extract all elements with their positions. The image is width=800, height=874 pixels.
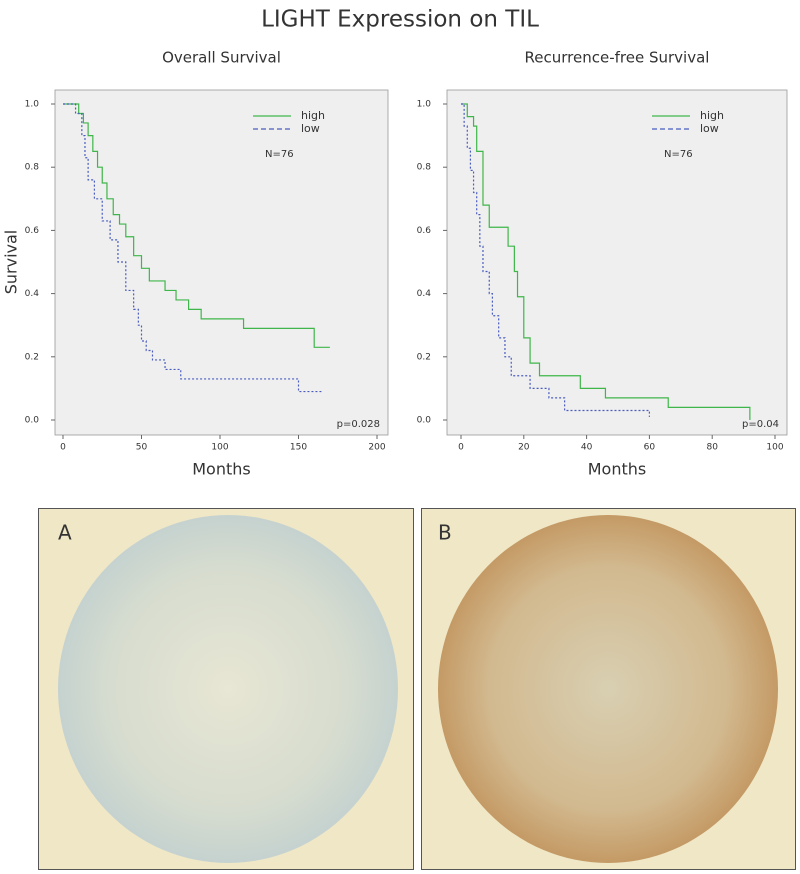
p-annotation: p=0.04 xyxy=(742,419,779,430)
x-tick-label: 80 xyxy=(706,443,718,453)
x-tick-label: 60 xyxy=(644,443,656,453)
y-axis-label: Survival xyxy=(2,230,21,295)
panel-a: A xyxy=(38,508,414,870)
x-tick-label: 150 xyxy=(290,443,307,453)
y-tick-label: 0.8 xyxy=(25,163,40,173)
x-axis-label: Months xyxy=(588,460,646,479)
x-tick-label: 100 xyxy=(766,443,783,453)
tissue-core xyxy=(58,515,398,863)
x-tick-label: 0 xyxy=(60,443,66,453)
survival-curve xyxy=(63,103,323,393)
survival-curve xyxy=(461,103,650,417)
y-tick-label: 0.2 xyxy=(417,352,431,362)
plot-area xyxy=(54,89,389,436)
panel-label: A xyxy=(58,521,72,545)
tissue-core xyxy=(438,515,778,863)
legend-label: high xyxy=(301,109,325,122)
chart-title: Recurrence-free Survival xyxy=(525,49,710,67)
legend-label: high xyxy=(700,109,724,122)
p-annotation: p=0.028 xyxy=(337,419,380,430)
n-annotation: N=76 xyxy=(664,149,693,160)
y-tick-label: 0.4 xyxy=(25,289,40,299)
y-tick-label: 0.0 xyxy=(25,416,40,426)
x-tick-label: 20 xyxy=(518,443,530,453)
y-tick-label: 0.8 xyxy=(417,163,432,173)
y-tick-label: 0.2 xyxy=(25,352,39,362)
x-tick-label: 0 xyxy=(458,443,464,453)
x-tick-label: 100 xyxy=(211,443,228,453)
survival-curve xyxy=(461,103,751,420)
panel-b: B xyxy=(421,508,796,870)
y-tick-label: 0.0 xyxy=(417,416,432,426)
y-tick-label: 0.6 xyxy=(25,226,40,236)
y-tick-label: 1.0 xyxy=(25,100,40,110)
legend-label: low xyxy=(700,122,719,135)
x-tick-label: 40 xyxy=(581,443,593,453)
legend-label: low xyxy=(301,122,320,135)
figure-title: LIGHT Expression on TIL xyxy=(261,7,539,33)
chart-title: Overall Survival xyxy=(162,49,281,67)
x-tick-label: 200 xyxy=(368,443,385,453)
n-annotation: N=76 xyxy=(265,149,294,160)
panel-label: B xyxy=(438,521,452,545)
y-tick-label: 0.6 xyxy=(417,226,432,236)
x-tick-label: 50 xyxy=(136,443,148,453)
survival-curve xyxy=(63,103,330,348)
y-tick-label: 0.4 xyxy=(417,289,432,299)
x-axis-label: Months xyxy=(192,460,250,479)
plot-area xyxy=(446,89,788,436)
y-tick-label: 1.0 xyxy=(417,100,432,110)
